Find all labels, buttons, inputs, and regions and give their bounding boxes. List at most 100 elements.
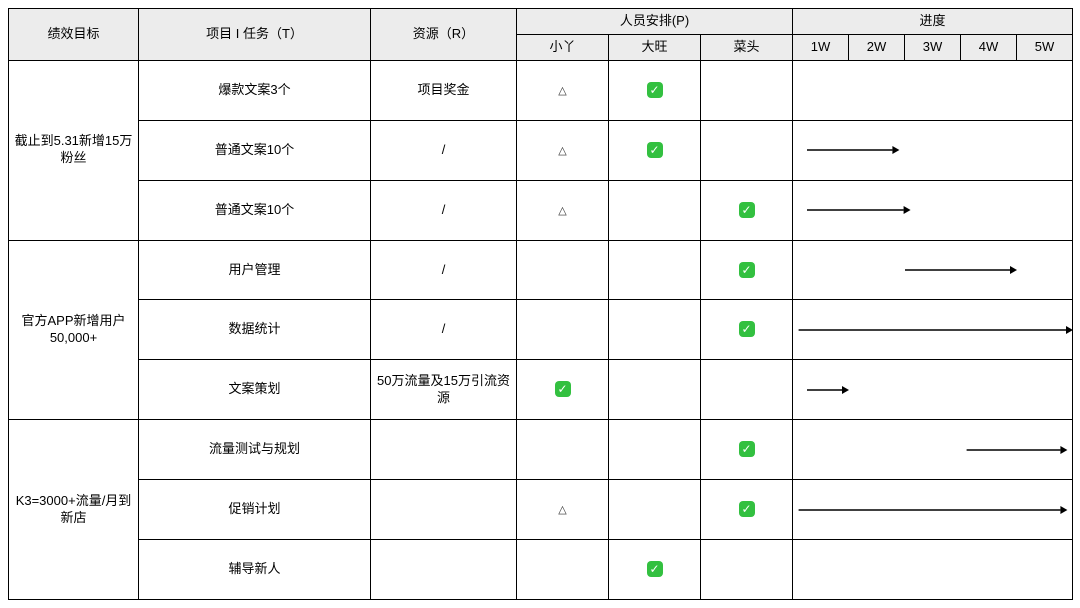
triangle-icon: △: [558, 85, 566, 97]
progress-arrow-icon: [793, 442, 1073, 458]
task-cell: 普通文案10个: [139, 120, 371, 180]
assignment-cell: [701, 360, 793, 420]
task-cell: 用户管理: [139, 240, 371, 300]
assignment-cell: ✓: [701, 300, 793, 360]
assignment-cell: ✓: [701, 480, 793, 540]
resource-cell: 50万流量及15万引流资源: [371, 360, 517, 420]
task-cell: 文案策划: [139, 360, 371, 420]
col-task: 项目 I 任务（T）: [139, 9, 371, 61]
triangle-icon: △: [558, 145, 566, 157]
table-row: K3=3000+流量/月到新店流量测试与规划✓: [9, 420, 1073, 480]
check-icon: ✓: [647, 561, 663, 577]
task-cell: 数据统计: [139, 300, 371, 360]
progress-cell: [793, 60, 1073, 120]
progress-cell: [793, 420, 1073, 480]
assignment-cell: [609, 240, 701, 300]
check-icon: ✓: [647, 82, 663, 98]
assignment-cell: ✓: [701, 420, 793, 480]
check-icon: ✓: [739, 202, 755, 218]
table-row: 普通文案10个/ △ ✓: [9, 120, 1073, 180]
assignment-cell: ✓: [609, 540, 701, 600]
progress-arrow-icon: [793, 322, 1073, 338]
assignment-cell: [517, 240, 609, 300]
progress-cell: [793, 480, 1073, 540]
progress-cell: [793, 180, 1073, 240]
resource-cell: /: [371, 180, 517, 240]
resource-cell: /: [371, 120, 517, 180]
assignment-cell: ✓: [609, 60, 701, 120]
table-row: 普通文案10个/ △ ✓: [9, 180, 1073, 240]
assignment-cell: [517, 300, 609, 360]
task-cell: 爆款文案3个: [139, 60, 371, 120]
resource-cell: [371, 540, 517, 600]
progress-cell: [793, 360, 1073, 420]
goal-cell: 截止到5.31新增15万粉丝: [9, 60, 139, 240]
check-icon: ✓: [739, 262, 755, 278]
resource-cell: [371, 480, 517, 540]
assignment-cell: [517, 420, 609, 480]
resource-cell: 项目奖金: [371, 60, 517, 120]
progress-arrow-icon: [793, 142, 1073, 158]
progress-arrow-icon: [793, 202, 1073, 218]
assignment-cell: ✓: [517, 360, 609, 420]
resource-cell: [371, 420, 517, 480]
col-resource: 资源（R）: [371, 9, 517, 61]
assignment-cell: ✓: [701, 240, 793, 300]
assignment-cell: [701, 60, 793, 120]
table-row: 数据统计/ ✓: [9, 300, 1073, 360]
assignment-cell: [701, 540, 793, 600]
progress-cell: [793, 300, 1073, 360]
col-person-0: 小丫: [517, 34, 609, 60]
col-week-0: 1W: [793, 34, 849, 60]
table-row: 官方APP新增用户50,000+用户管理/✓: [9, 240, 1073, 300]
progress-cell: [793, 540, 1073, 600]
col-week-3: 4W: [961, 34, 1017, 60]
col-people-group: 人员安排(P): [517, 9, 793, 35]
assignment-cell: △: [517, 180, 609, 240]
col-week-2: 3W: [905, 34, 961, 60]
col-progress-group: 进度: [793, 9, 1073, 35]
check-icon: ✓: [555, 381, 571, 397]
assignment-cell: ✓: [701, 180, 793, 240]
check-icon: ✓: [647, 142, 663, 158]
planning-table: 绩效目标 项目 I 任务（T） 资源（R） 人员安排(P) 进度 小丫大旺菜头1…: [8, 8, 1073, 600]
col-person-2: 菜头: [701, 34, 793, 60]
assignment-cell: [609, 420, 701, 480]
progress-cell: [793, 240, 1073, 300]
progress-cell: [793, 120, 1073, 180]
assignment-cell: [609, 480, 701, 540]
progress-arrow-icon: [793, 262, 1073, 278]
assignment-cell: [701, 120, 793, 180]
assignment-cell: △: [517, 60, 609, 120]
check-icon: ✓: [739, 501, 755, 517]
goal-cell: 官方APP新增用户50,000+: [9, 240, 139, 420]
assignment-cell: △: [517, 480, 609, 540]
col-person-1: 大旺: [609, 34, 701, 60]
task-cell: 流量测试与规划: [139, 420, 371, 480]
task-cell: 促销计划: [139, 480, 371, 540]
table-row: 促销计划 △ ✓: [9, 480, 1073, 540]
task-cell: 普通文案10个: [139, 180, 371, 240]
table-body: 截止到5.31新增15万粉丝爆款文案3个项目奖金△✓普通文案10个/△✓ 普通文…: [9, 60, 1073, 599]
col-goal: 绩效目标: [9, 9, 139, 61]
assignment-cell: ✓: [609, 120, 701, 180]
assignment-cell: △: [517, 120, 609, 180]
table-row: 文案策划50万流量及15万引流资源 ✓: [9, 360, 1073, 420]
resource-cell: /: [371, 300, 517, 360]
table-row: 截止到5.31新增15万粉丝爆款文案3个项目奖金△✓: [9, 60, 1073, 120]
goal-cell: K3=3000+流量/月到新店: [9, 420, 139, 600]
assignment-cell: [609, 360, 701, 420]
table-row: 辅导新人 ✓: [9, 540, 1073, 600]
col-week-1: 2W: [849, 34, 905, 60]
assignment-cell: [609, 180, 701, 240]
col-week-4: 5W: [1017, 34, 1073, 60]
check-icon: ✓: [739, 321, 755, 337]
assignment-cell: [517, 540, 609, 600]
triangle-icon: △: [558, 205, 566, 217]
progress-arrow-icon: [793, 502, 1073, 518]
task-cell: 辅导新人: [139, 540, 371, 600]
resource-cell: /: [371, 240, 517, 300]
progress-arrow-icon: [793, 382, 1073, 398]
check-icon: ✓: [739, 441, 755, 457]
triangle-icon: △: [558, 504, 566, 516]
